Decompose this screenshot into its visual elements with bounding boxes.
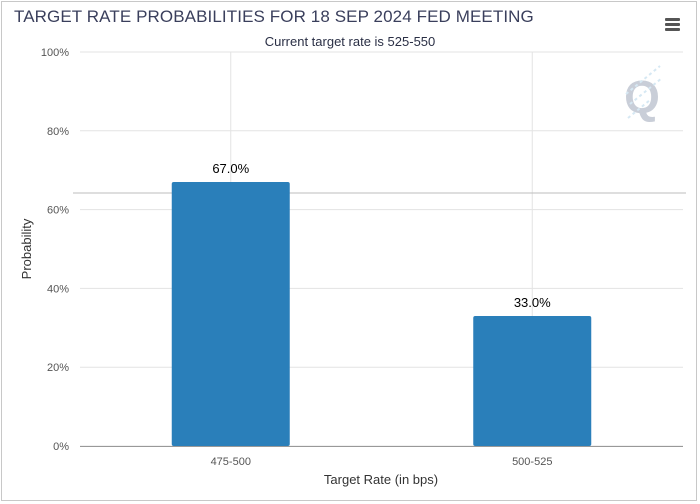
y-tick-label: 60% bbox=[47, 205, 69, 217]
data-label: 33.0% bbox=[514, 295, 551, 310]
bar-475-500[interactable] bbox=[171, 182, 290, 446]
bars: 67.0% 33.0% bbox=[171, 161, 592, 446]
x-axis-tick-labels: 475-500 500-525 bbox=[211, 456, 553, 468]
bar-500-525[interactable] bbox=[473, 315, 592, 446]
y-axis-title: Probability bbox=[19, 218, 34, 279]
y-tick-label: 80% bbox=[47, 126, 69, 138]
y-tick-label: 0% bbox=[53, 441, 69, 453]
x-tick-label: 475-500 bbox=[211, 456, 251, 468]
chart-title: TARGET RATE PROBABILITIES FOR 18 SEP 202… bbox=[14, 7, 534, 26]
data-label: 67.0% bbox=[212, 161, 249, 176]
x-axis-title: Target Rate (in bps) bbox=[324, 472, 438, 487]
q-logo-icon: Q bbox=[624, 65, 663, 123]
watermark-letter: Q bbox=[624, 71, 660, 123]
x-tick-label: 500-525 bbox=[512, 456, 552, 468]
y-tick-label: 20% bbox=[47, 362, 69, 374]
gridlines bbox=[80, 51, 683, 447]
chart-subtitle: Current target rate is 525-550 bbox=[264, 34, 436, 49]
y-tick-label: 40% bbox=[47, 283, 69, 295]
hamburger-menu-icon[interactable] bbox=[664, 17, 682, 33]
y-axis-tick-labels: 0% 20% 40% 60% 80% 100% bbox=[41, 47, 69, 453]
y-tick-label: 100% bbox=[41, 47, 69, 59]
